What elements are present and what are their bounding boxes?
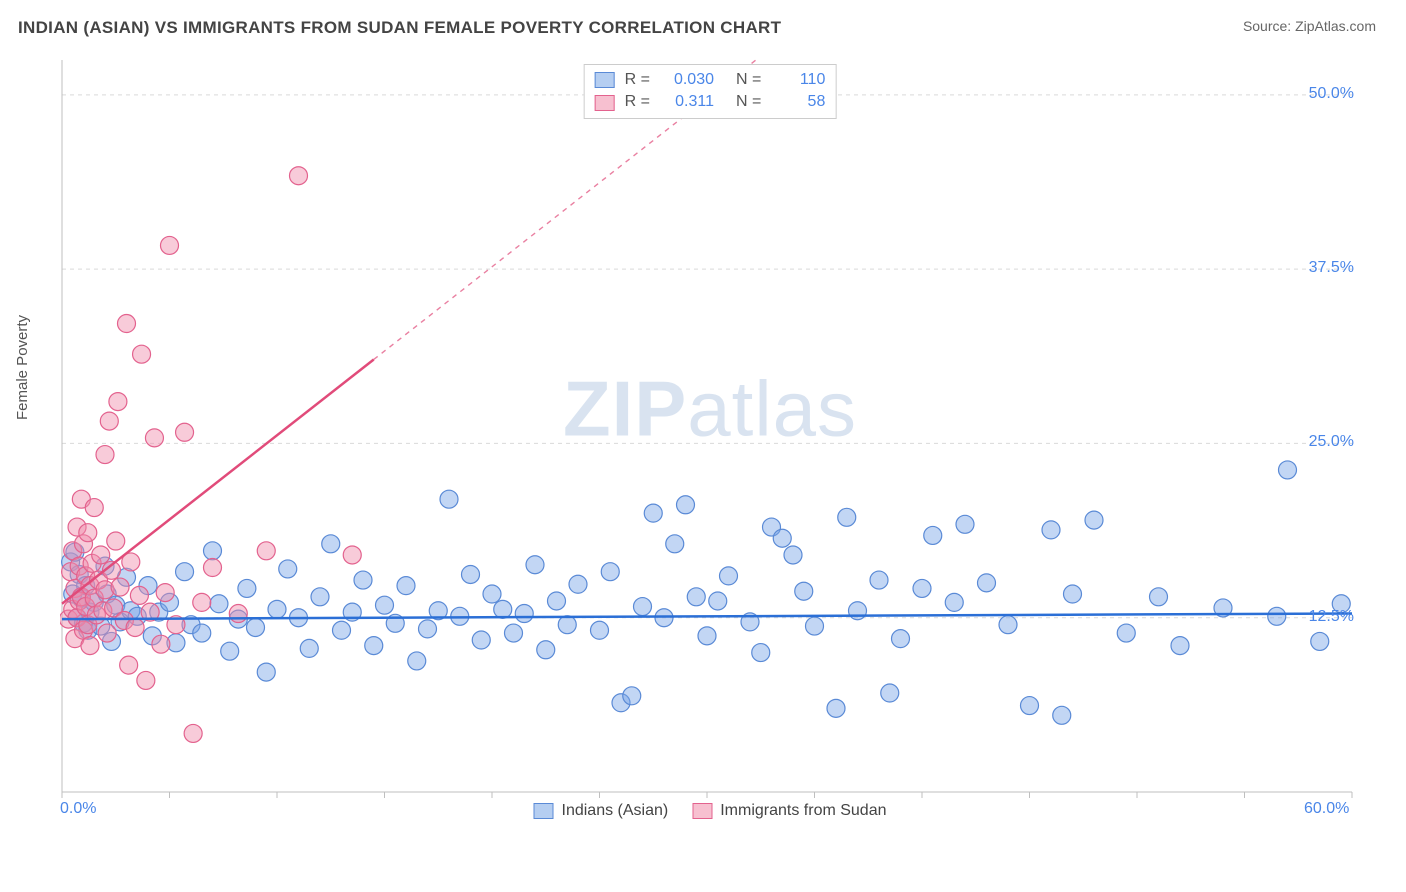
header: INDIAN (ASIAN) VS IMMIGRANTS FROM SUDAN …: [0, 0, 1406, 46]
scatter-chart: [60, 56, 1360, 824]
y-tick-label: 25.0%: [1309, 433, 1354, 451]
y-tick-label: 37.5%: [1309, 259, 1354, 277]
y-axis-label: Female Poverty: [14, 315, 31, 420]
legend-item: Immigrants from Sudan: [692, 802, 886, 820]
legend-swatch: [595, 72, 615, 88]
legend-swatch: [595, 95, 615, 111]
chart-title: INDIAN (ASIAN) VS IMMIGRANTS FROM SUDAN …: [18, 18, 781, 38]
series-legend: Indians (Asian) Immigrants from Sudan: [534, 802, 887, 820]
x-tick-label: 0.0%: [60, 800, 96, 818]
legend-R: 0.311: [660, 91, 714, 113]
legend-N: 110: [771, 69, 825, 91]
correlation-legend: R =0.030N =110R =0.311N =58: [584, 64, 837, 119]
legend-swatch: [692, 803, 712, 819]
legend-N: 58: [771, 91, 825, 113]
legend-R: 0.030: [660, 69, 714, 91]
legend-row: R =0.030N =110: [595, 69, 826, 91]
source-attribution: Source: ZipAtlas.com: [1243, 18, 1376, 34]
y-tick-label: 50.0%: [1309, 85, 1354, 103]
chart-area: ZIPatlas R =0.030N =110R =0.311N =58 Ind…: [60, 56, 1360, 824]
legend-label: Immigrants from Sudan: [720, 802, 886, 820]
legend-row: R =0.311N =58: [595, 91, 826, 113]
legend-label: Indians (Asian): [562, 802, 669, 820]
x-tick-label: 60.0%: [1304, 800, 1349, 818]
y-tick-label: 12.5%: [1309, 608, 1354, 626]
legend-item: Indians (Asian): [534, 802, 669, 820]
legend-swatch: [534, 803, 554, 819]
